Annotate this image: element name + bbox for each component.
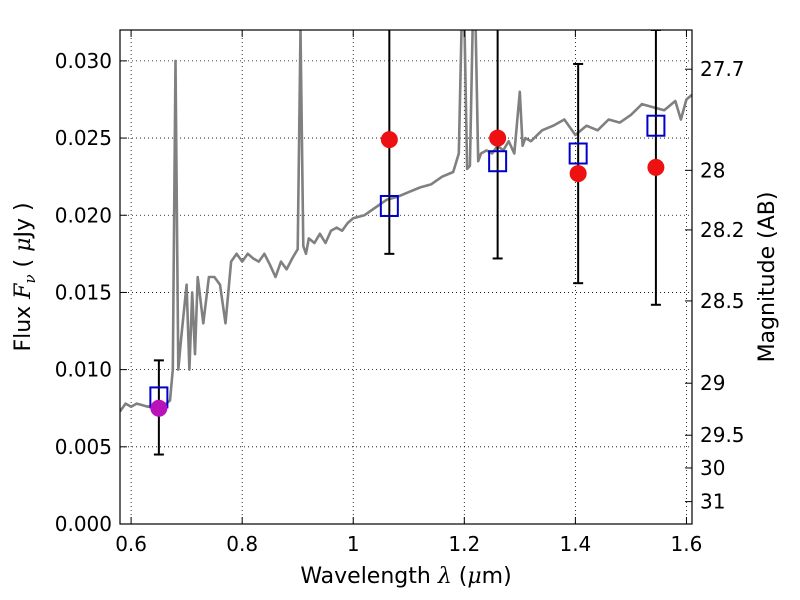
observed-circle-point	[380, 131, 398, 149]
x-tick-label: 1.6	[671, 532, 703, 556]
plot-background	[120, 30, 692, 524]
x-axis-ticks: 0.6 0.8 1 1.2 1.4 1.6	[115, 30, 702, 556]
x-tick-label: 0.8	[226, 532, 258, 556]
y-tick-label: 0.030	[55, 49, 112, 73]
y-axis-label: Flux Fν ( μJy )	[11, 202, 39, 351]
observed-markers	[150, 129, 665, 417]
x-axis-label: Wavelength λ (μm)	[300, 564, 511, 589]
y2-tick-label: 27.7	[700, 57, 745, 81]
x-tick-label: 0.6	[115, 532, 147, 556]
observed-circle-point	[489, 129, 507, 147]
y2-tick-label: 29.5	[700, 423, 745, 447]
model-square-point	[568, 142, 588, 165]
y2-tick-label: 28	[700, 158, 725, 182]
x-tick-label: 1	[347, 532, 360, 556]
y-tick-label: 0.000	[55, 512, 112, 536]
spectrum-line	[120, 30, 692, 413]
model-square-point	[379, 194, 399, 217]
spectrum-series	[120, 30, 692, 413]
y2-axis-ticks: 27.7 28 28.2 28.5 29 29.5 30 31	[685, 57, 745, 514]
x-tick-label: 1.2	[448, 532, 480, 556]
y2-tick-label: 30	[700, 456, 725, 480]
y-tick-label: 0.020	[55, 203, 112, 227]
y-tick-label: 0.025	[55, 126, 112, 150]
observed-circle-point	[150, 399, 168, 417]
plot-frame	[119, 29, 693, 525]
y2-axis-label: Magnitude (AB)	[755, 192, 780, 363]
x-tick-label: 1.4	[559, 532, 591, 556]
y-tick-label: 0.015	[55, 280, 112, 304]
observed-circle-point	[647, 158, 665, 176]
y2-tick-label: 28.5	[700, 289, 745, 313]
model-square-point	[646, 114, 666, 137]
y-tick-label: 0.005	[55, 435, 112, 459]
y2-tick-label: 29	[700, 371, 725, 395]
observed-circle-point	[569, 165, 587, 183]
y2-tick-label: 28.2	[700, 218, 745, 242]
y2-tick-label: 31	[700, 490, 725, 514]
y-tick-label: 0.010	[55, 358, 112, 382]
y-axis-ticks: 0.000 0.005 0.010 0.015 0.020 0.025 0.030	[55, 49, 127, 536]
model-square-point	[488, 150, 508, 173]
